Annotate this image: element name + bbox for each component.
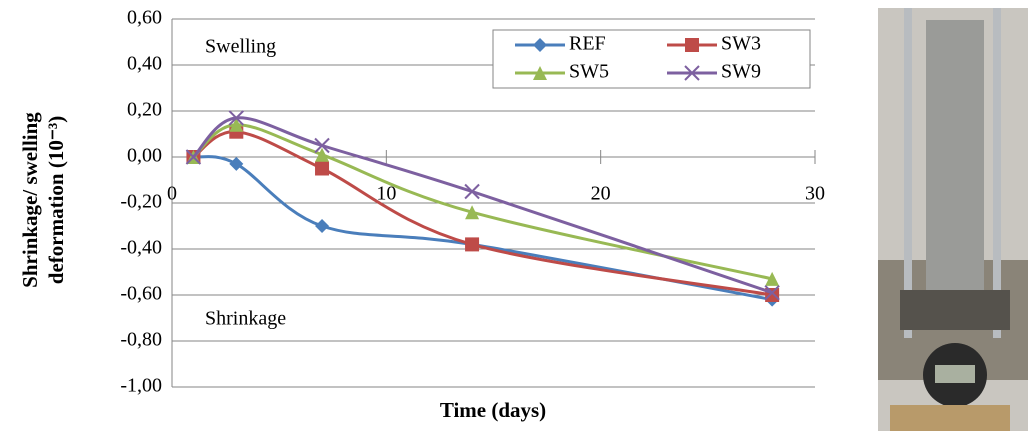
- y-tick-label: 0,00: [127, 145, 162, 167]
- series-line: [192, 130, 773, 297]
- y-tick-label: -0,60: [120, 283, 162, 305]
- marker: [533, 66, 547, 80]
- marker: [764, 284, 780, 301]
- series-line: [193, 155, 773, 302]
- x-tick-label: 0: [167, 183, 177, 205]
- legend-label: SW5: [569, 61, 609, 83]
- marker: [465, 237, 480, 252]
- marker: [533, 38, 547, 52]
- marker: [765, 271, 780, 286]
- y-tick-label: 0,40: [127, 53, 162, 75]
- marker: [315, 147, 330, 162]
- y-tick-label: 0,60: [127, 7, 162, 29]
- y-tick-label: -1,00: [120, 375, 162, 397]
- marker: [185, 149, 202, 165]
- marker: [685, 38, 699, 52]
- legend-label: SW3: [721, 33, 761, 55]
- y-tick-label: -0,80: [120, 329, 162, 351]
- legend-label: REF: [569, 33, 606, 55]
- annotation: Shrinkage: [205, 308, 286, 330]
- marker: [229, 156, 244, 171]
- y-tick-label: -0,40: [120, 237, 162, 259]
- marker: [315, 219, 330, 233]
- y-tick-label: 0,20: [127, 99, 162, 121]
- marker: [315, 161, 330, 176]
- marker: [684, 65, 700, 81]
- x-tick-label: 30: [805, 183, 825, 205]
- series-line: [192, 116, 773, 295]
- legend-label: SW9: [721, 61, 761, 83]
- x-tick-label: 20: [591, 183, 611, 205]
- marker: [229, 117, 244, 132]
- x-tick-label: 10: [376, 183, 396, 205]
- marker: [465, 205, 480, 220]
- marker: [228, 110, 245, 126]
- marker: [314, 137, 330, 154]
- y-axis-title: Shrinkage/ swelling: [18, 112, 42, 288]
- photo: [878, 8, 1028, 431]
- y-axis-title: deformation (10⁻³): [44, 116, 68, 284]
- annotation: Swelling: [205, 36, 276, 58]
- x-axis-title: Time (days): [440, 398, 546, 422]
- marker: [464, 183, 480, 200]
- y-tick-label: -0,20: [120, 191, 162, 213]
